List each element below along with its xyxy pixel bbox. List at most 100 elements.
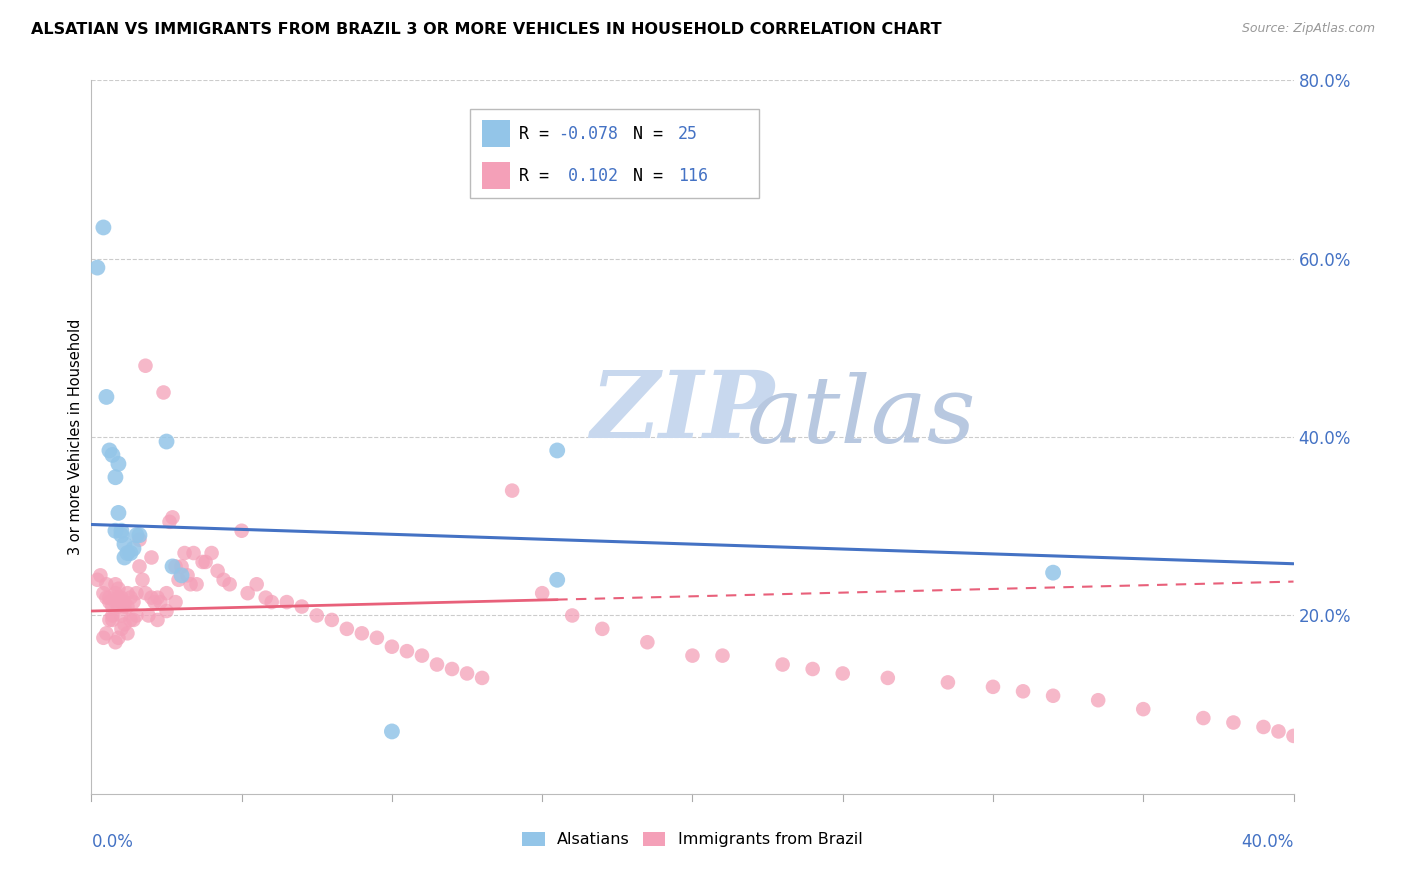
Point <box>96 577 118 591</box>
Point <box>122 541 145 556</box>
Point <box>141 550 163 565</box>
Point <box>440 662 463 676</box>
Point <box>101 608 124 623</box>
Point <box>104 470 127 484</box>
Point <box>114 599 136 614</box>
Point <box>183 546 205 560</box>
Text: 0.0%: 0.0% <box>91 833 134 851</box>
Point <box>110 528 132 542</box>
Point <box>1012 684 1035 698</box>
Point <box>107 631 129 645</box>
Point <box>681 648 703 663</box>
Point <box>117 546 139 560</box>
Point <box>143 595 166 609</box>
Point <box>104 586 127 600</box>
Point <box>101 448 124 462</box>
Point <box>128 533 150 547</box>
Point <box>110 524 132 538</box>
Point <box>194 555 217 569</box>
Point <box>350 626 373 640</box>
Point <box>110 595 132 609</box>
Point <box>772 657 794 672</box>
Point <box>107 506 129 520</box>
Point <box>134 359 156 373</box>
Point <box>120 613 142 627</box>
Point <box>276 595 298 609</box>
Point <box>96 591 118 605</box>
Point <box>180 577 202 591</box>
Point <box>98 613 121 627</box>
Point <box>125 586 148 600</box>
Point <box>981 680 1004 694</box>
Point <box>191 555 214 569</box>
Point <box>254 591 277 605</box>
Point <box>149 595 172 609</box>
Point <box>165 559 187 574</box>
Point <box>128 559 150 574</box>
Point <box>125 608 148 623</box>
Point <box>381 640 404 654</box>
Point <box>125 528 148 542</box>
Point <box>170 568 193 582</box>
Point <box>96 626 118 640</box>
Point <box>167 573 190 587</box>
Point <box>321 613 343 627</box>
Point <box>138 608 160 623</box>
Legend: Alsatians, Immigrants from Brazil: Alsatians, Immigrants from Brazil <box>516 825 869 854</box>
Point <box>801 662 824 676</box>
Point <box>131 573 153 587</box>
Point <box>104 595 127 609</box>
Point <box>155 434 177 449</box>
Point <box>93 220 115 235</box>
Point <box>114 537 136 551</box>
Point <box>936 675 959 690</box>
Point <box>104 577 127 591</box>
Point <box>152 385 174 400</box>
Point <box>117 586 139 600</box>
Point <box>260 595 283 609</box>
Point <box>366 631 388 645</box>
Text: Source: ZipAtlas.com: Source: ZipAtlas.com <box>1241 22 1375 36</box>
Point <box>165 595 187 609</box>
Point <box>86 573 108 587</box>
Point <box>134 586 156 600</box>
Point <box>128 528 150 542</box>
Point <box>591 622 613 636</box>
Point <box>246 577 269 591</box>
Point <box>114 595 136 609</box>
Point <box>96 390 118 404</box>
Point <box>531 586 554 600</box>
Point <box>114 550 136 565</box>
Point <box>186 577 208 591</box>
Point <box>173 546 195 560</box>
Point <box>336 622 359 636</box>
Point <box>201 546 224 560</box>
Point <box>110 608 132 623</box>
Point <box>218 577 240 591</box>
Point <box>107 457 129 471</box>
Point <box>155 604 177 618</box>
Point <box>122 595 145 609</box>
Point <box>456 666 478 681</box>
Point <box>1087 693 1109 707</box>
Point <box>120 546 142 560</box>
Text: atlas: atlas <box>747 372 976 462</box>
Point <box>107 599 129 614</box>
Point <box>471 671 494 685</box>
Point <box>711 648 734 663</box>
Point <box>155 586 177 600</box>
Point <box>426 657 449 672</box>
Point <box>101 613 124 627</box>
Point <box>89 568 111 582</box>
Point <box>1132 702 1154 716</box>
Point <box>107 582 129 596</box>
Point <box>120 591 142 605</box>
Text: 40.0%: 40.0% <box>1241 833 1294 851</box>
Point <box>176 568 198 582</box>
Point <box>122 613 145 627</box>
Point <box>1253 720 1275 734</box>
Point <box>305 608 328 623</box>
Point <box>561 608 583 623</box>
Point <box>636 635 658 649</box>
Point <box>110 622 132 636</box>
